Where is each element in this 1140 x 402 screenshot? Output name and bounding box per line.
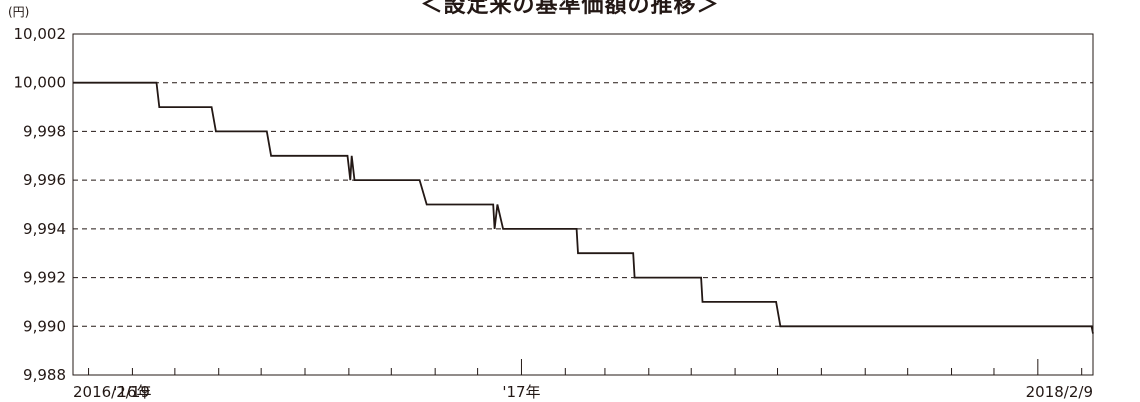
y-tick-label: 9,994 xyxy=(23,220,66,238)
series-layer xyxy=(73,81,1094,334)
axes xyxy=(72,33,1094,376)
y-tick-label: 9,992 xyxy=(23,269,66,287)
x-tick-label: 2016/2/19 xyxy=(73,383,150,401)
series-line xyxy=(73,81,1094,334)
y-tick-label: 9,988 xyxy=(23,366,66,384)
y-tick-label: 9,990 xyxy=(23,317,66,335)
y-tick-label: 10,000 xyxy=(14,74,67,92)
y-axis-unit-label: (円) xyxy=(8,5,29,19)
x-tick-label: '16年 xyxy=(113,383,151,401)
gridlines xyxy=(73,82,1093,327)
y-tick-label: 9,998 xyxy=(23,122,66,140)
tick-labels: 9,988 9,990 9,992 9,994 9,996 9,998 10,000 10,0… xyxy=(14,25,1094,401)
chart-title: ＜設定来の基準価額の推移＞ xyxy=(420,0,720,18)
y-tick-label: 10,002 xyxy=(14,25,67,43)
plot-frame xyxy=(72,33,1094,376)
x-tick-label: 2018/2/9 xyxy=(1026,383,1093,401)
y-tick-label: 9,996 xyxy=(23,171,66,189)
x-tick-label: '17年 xyxy=(502,383,540,401)
